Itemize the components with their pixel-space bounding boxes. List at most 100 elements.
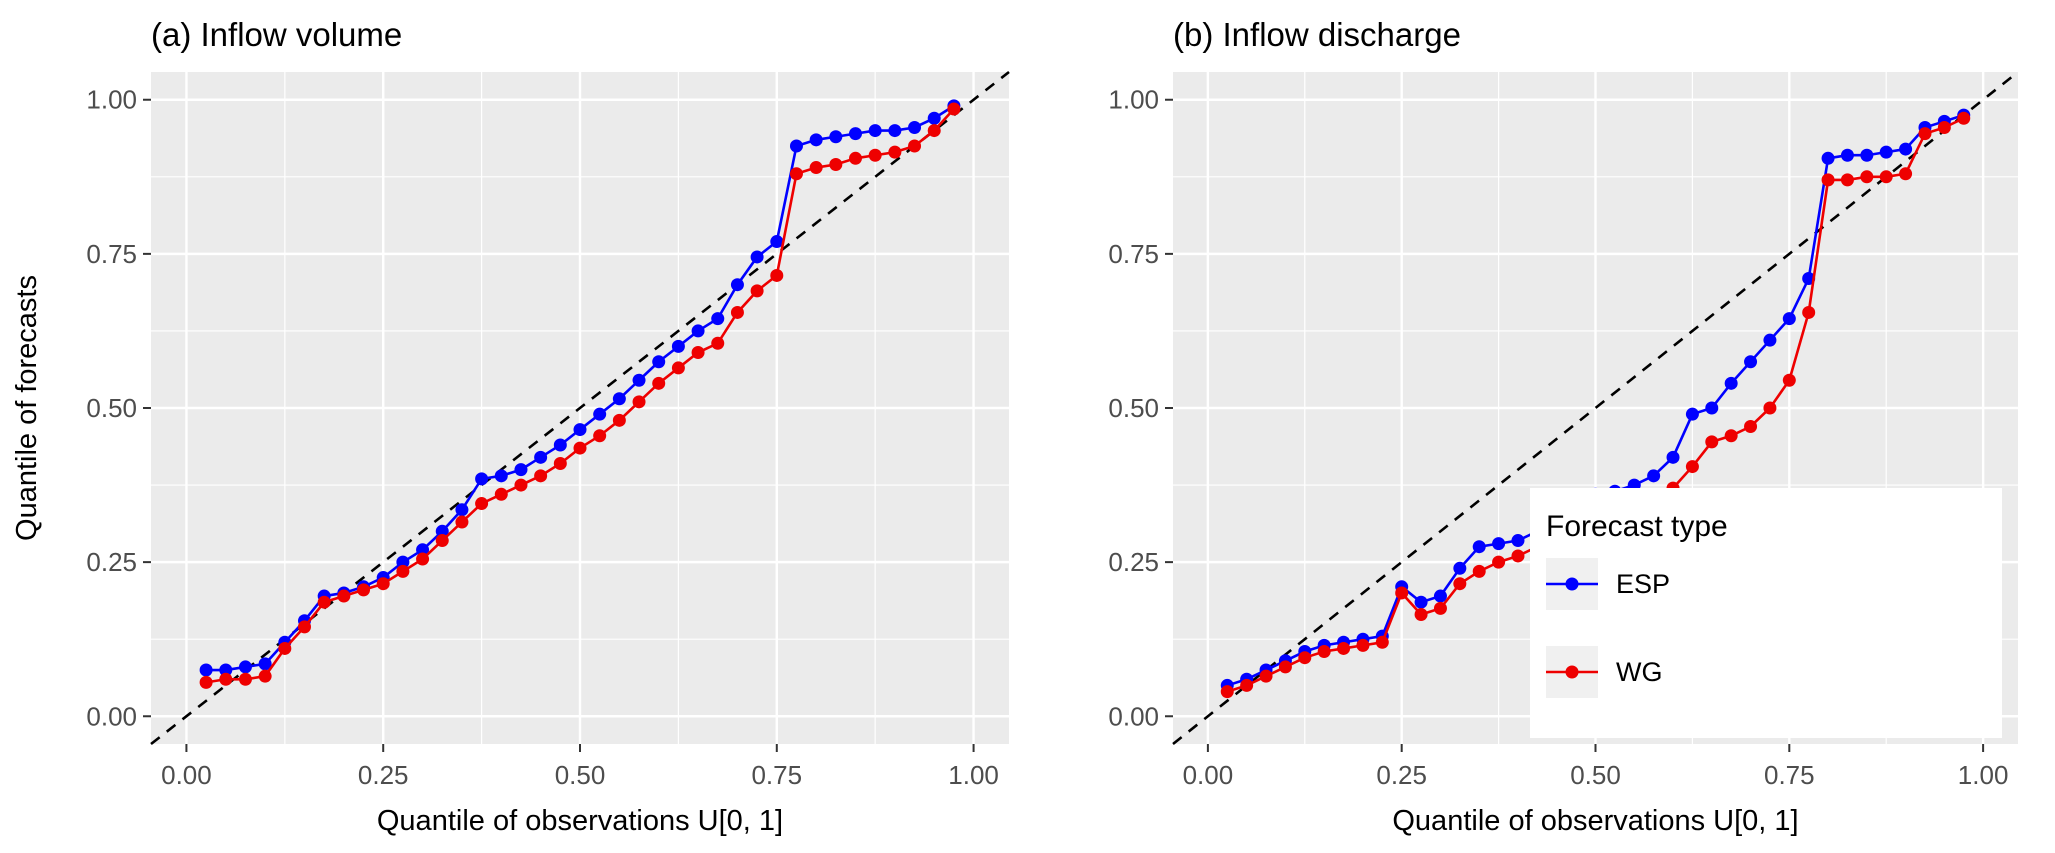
series-point-wg xyxy=(1918,127,1932,141)
series-point-wg xyxy=(1860,170,1874,184)
series-point-wg xyxy=(1492,555,1506,569)
series-point-esp xyxy=(888,124,902,138)
series-point-wg xyxy=(357,583,371,597)
x-tick-label: 0.50 xyxy=(1570,760,1621,790)
series-point-wg xyxy=(1337,641,1351,655)
series-point-esp xyxy=(711,312,725,326)
legend-label: WG xyxy=(1616,657,1663,687)
series-point-esp xyxy=(416,543,430,557)
series-point-esp xyxy=(1705,401,1719,415)
series-point-esp xyxy=(1666,450,1680,464)
series-point-esp xyxy=(612,392,626,406)
series-point-wg xyxy=(376,577,390,591)
series-point-esp xyxy=(396,555,410,569)
series-point-esp xyxy=(1414,595,1428,609)
series-point-wg xyxy=(789,167,803,181)
y-tick-label: 0.50 xyxy=(1108,393,1159,423)
y-tick-label: 0.25 xyxy=(86,547,137,577)
series-point-wg xyxy=(1395,586,1409,600)
x-tick-label: 1.00 xyxy=(948,760,999,790)
series-point-esp xyxy=(219,663,233,677)
series-point-wg xyxy=(1433,601,1447,615)
series-point-wg xyxy=(868,148,882,162)
series-point-esp xyxy=(1724,376,1738,390)
series-point-esp xyxy=(789,139,803,153)
series-point-wg xyxy=(908,139,922,153)
series-point-wg xyxy=(514,478,528,492)
series-point-wg xyxy=(1317,645,1331,659)
series-point-wg xyxy=(573,441,587,455)
series-point-wg xyxy=(435,534,449,548)
series-point-wg xyxy=(1685,460,1699,474)
series-point-esp xyxy=(534,450,548,464)
series-point-wg xyxy=(927,124,941,138)
series-point-wg xyxy=(278,641,292,655)
series-point-wg xyxy=(534,469,548,483)
panel-b-chart: 0.00 0.25 0.50 0.75 1.00 0.00 0.25 0.50 0.75 1.00… xyxy=(1108,16,2019,837)
series-point-wg xyxy=(1724,429,1738,443)
series-point-esp xyxy=(652,355,666,369)
y-tick-label: 0.00 xyxy=(86,701,137,731)
series-point-esp xyxy=(1860,148,1874,162)
x-tick-label: 0.25 xyxy=(358,760,409,790)
series-point-esp xyxy=(1472,540,1486,554)
series-point-esp xyxy=(1685,407,1699,421)
x-tick-label: 0.00 xyxy=(1183,760,1234,790)
x-axis-title: Quantile of observations U[0, 1] xyxy=(377,805,783,837)
series-point-wg xyxy=(711,336,725,350)
x-tick-label: 0.75 xyxy=(1764,760,1815,790)
x-axis-title: Quantile of observations U[0, 1] xyxy=(1392,805,1798,837)
series-point-esp xyxy=(908,120,922,134)
series-point-esp xyxy=(1899,142,1913,156)
series-point-wg xyxy=(809,161,823,175)
legend-title: Forecast type xyxy=(1546,510,1728,543)
legend-key-point xyxy=(1565,577,1579,591)
y-tick-label: 0.75 xyxy=(1108,239,1159,269)
series-point-esp xyxy=(238,660,252,674)
series-point-esp xyxy=(809,133,823,147)
series-point-esp xyxy=(1492,537,1506,551)
series-point-esp xyxy=(730,278,744,292)
series-point-wg xyxy=(730,305,744,319)
x-tick-label: 0.25 xyxy=(1376,760,1427,790)
panel-title: (a) Inflow volume xyxy=(151,16,402,53)
series-point-esp xyxy=(455,503,469,517)
x-tick-label: 0.00 xyxy=(161,760,212,790)
x-tick-label: 1.00 xyxy=(1958,760,2009,790)
series-point-wg xyxy=(1278,660,1292,674)
panel-a-chart: 0.00 0.25 0.50 0.75 1.00 0.00 0.25 0.50 0.75 1.00… xyxy=(11,16,1010,837)
series-point-wg xyxy=(1705,435,1719,449)
series-point-wg xyxy=(1840,173,1854,187)
legend-box xyxy=(1530,488,2002,738)
series-point-wg xyxy=(1744,419,1758,433)
series-point-esp xyxy=(1821,151,1835,165)
y-tick-label: 0.75 xyxy=(86,239,137,269)
series-point-esp xyxy=(475,472,489,486)
series-point-wg xyxy=(652,376,666,390)
series-point-wg xyxy=(1511,549,1525,563)
series-point-wg xyxy=(1879,170,1893,184)
series-point-esp xyxy=(927,111,941,125)
series-point-esp xyxy=(1840,148,1854,162)
series-point-esp xyxy=(553,438,567,452)
series-point-wg xyxy=(1782,373,1796,387)
series-point-wg xyxy=(317,595,331,609)
series-point-esp xyxy=(770,235,784,249)
series-point-wg xyxy=(770,268,784,282)
series-point-wg xyxy=(337,589,351,603)
series-point-wg xyxy=(396,564,410,578)
series-point-esp xyxy=(514,463,528,477)
series-point-wg xyxy=(1298,651,1312,665)
series-point-esp xyxy=(435,524,449,538)
series-point-wg xyxy=(1957,111,1971,125)
series-point-wg xyxy=(1937,120,1951,134)
series-point-esp xyxy=(1647,469,1661,483)
series-point-wg xyxy=(475,497,489,511)
series-point-wg xyxy=(1375,635,1389,649)
y-tick-label: 0.25 xyxy=(1108,547,1159,577)
series-point-wg xyxy=(671,361,685,375)
series-point-esp xyxy=(750,250,764,264)
series-point-wg xyxy=(750,284,764,298)
series-point-wg xyxy=(219,672,233,686)
